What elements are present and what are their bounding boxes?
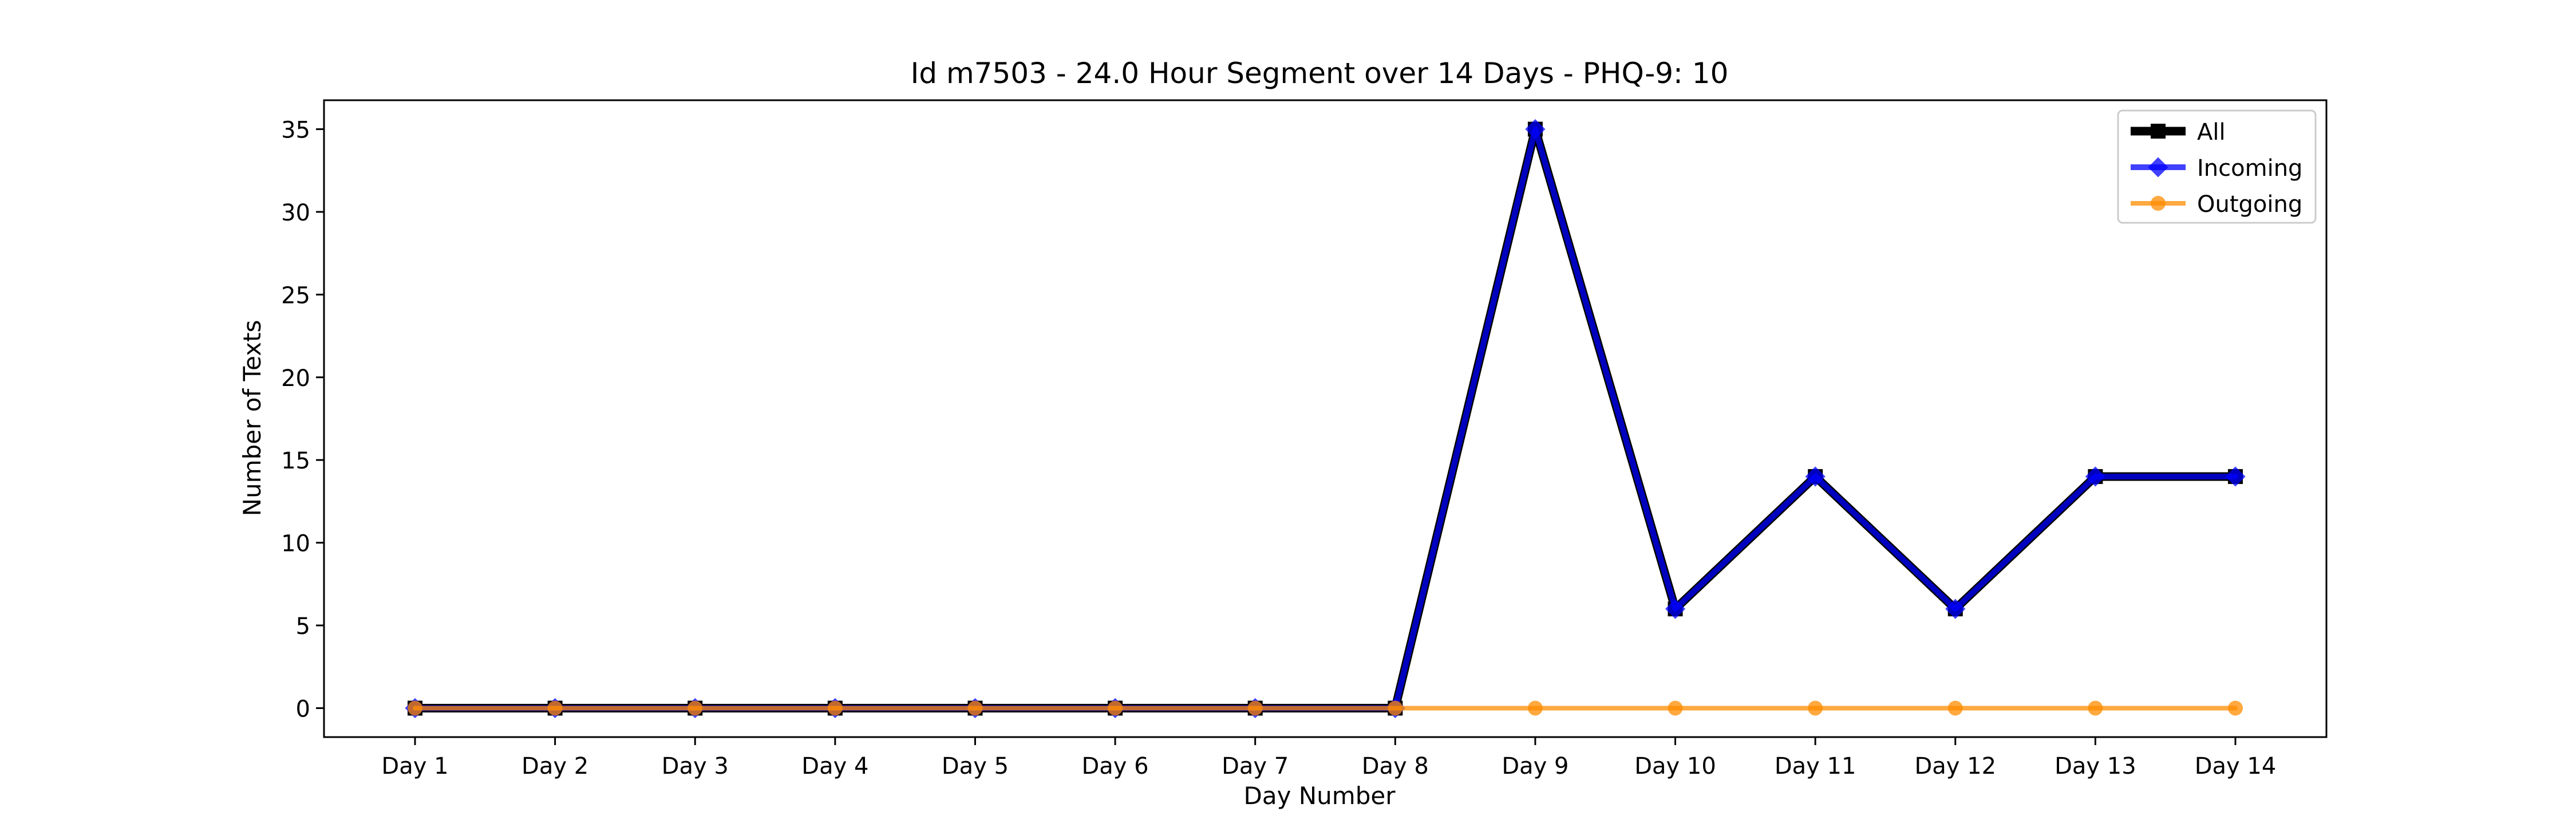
y-tick-label: 15 <box>281 448 310 474</box>
data-point-incoming <box>1665 598 1686 619</box>
data-point-outgoing <box>967 700 983 716</box>
data-point-outgoing <box>688 700 703 716</box>
legend-label: Outgoing <box>2197 191 2302 218</box>
x-tick-label: Day 11 <box>1775 753 1856 779</box>
x-tick-label: Day 12 <box>1914 753 1996 779</box>
data-point-incoming <box>2225 466 2246 487</box>
data-point-outgoing <box>1388 700 1403 716</box>
x-tick-label: Day 6 <box>1081 753 1148 779</box>
data-point-outgoing <box>1947 700 1963 716</box>
x-tick-label: Day 10 <box>1634 753 1716 779</box>
series-outgoing <box>408 700 2243 716</box>
x-tick-label: Day 4 <box>801 753 868 779</box>
x-tick-label: Day 3 <box>662 753 729 779</box>
legend-swatch-marker <box>2151 124 2166 139</box>
y-axis-label: Number of Texts <box>238 320 266 517</box>
y-tick-label: 35 <box>281 117 310 144</box>
legend: All Incoming Outgoing <box>2117 109 2317 224</box>
legend-frame <box>2117 109 2317 224</box>
legend-item-outgoing: Outgoing <box>2131 191 2302 218</box>
y-tick-label: 20 <box>281 365 310 392</box>
x-tick-label: Day 9 <box>1502 753 1568 779</box>
x-tick-label: Day 8 <box>1362 753 1429 779</box>
data-point-incoming <box>1525 119 1546 140</box>
y-tick-label: 0 <box>296 696 310 722</box>
plot-area: 0 5 10 15 20 25 30 35 Day 1 Day 2 Day 3 Day 4 Day 5 D… <box>281 99 2328 779</box>
y-tick-label: 5 <box>296 613 310 640</box>
x-tick-label: Day 1 <box>381 753 448 779</box>
data-point-outgoing <box>1527 700 1543 716</box>
data-point-outgoing <box>827 700 843 716</box>
chart-title: Id m7503 - 24.0 Hour Segment over 14 Day… <box>911 57 1729 90</box>
y-tick-label: 10 <box>281 531 310 557</box>
x-tick-label: Day 13 <box>2055 753 2136 779</box>
data-point-incoming <box>1945 598 1966 619</box>
x-tick-label: Day 5 <box>942 753 1009 779</box>
data-point-outgoing <box>2088 700 2103 716</box>
legend-swatch-marker <box>2148 157 2168 178</box>
y-tick-label: 25 <box>281 282 310 309</box>
data-point-outgoing <box>2228 700 2243 716</box>
data-point-incoming <box>1805 466 1826 487</box>
data-point-outgoing <box>1808 700 1823 716</box>
x-tick-label: Day 14 <box>2195 753 2277 779</box>
x-axis-label: Day Number <box>1243 782 1396 810</box>
legend-label: All <box>2197 119 2226 145</box>
data-point-outgoing <box>1108 700 1123 716</box>
data-point-incoming <box>2085 466 2105 487</box>
legend-swatch-marker <box>2151 196 2166 211</box>
x-tick-label: Day 7 <box>1222 753 1289 779</box>
legend-label: Incoming <box>2197 155 2302 182</box>
legend-item-all: All <box>2131 119 2226 145</box>
plot-frame <box>323 99 2328 738</box>
x-tick-label: Day 2 <box>521 753 588 779</box>
data-point-outgoing <box>408 700 422 716</box>
legend-item-incoming: Incoming <box>2131 155 2302 182</box>
data-point-outgoing <box>547 700 563 716</box>
data-point-outgoing <box>1247 700 1263 716</box>
y-tick-label: 30 <box>281 200 310 226</box>
data-point-outgoing <box>1668 700 1683 716</box>
